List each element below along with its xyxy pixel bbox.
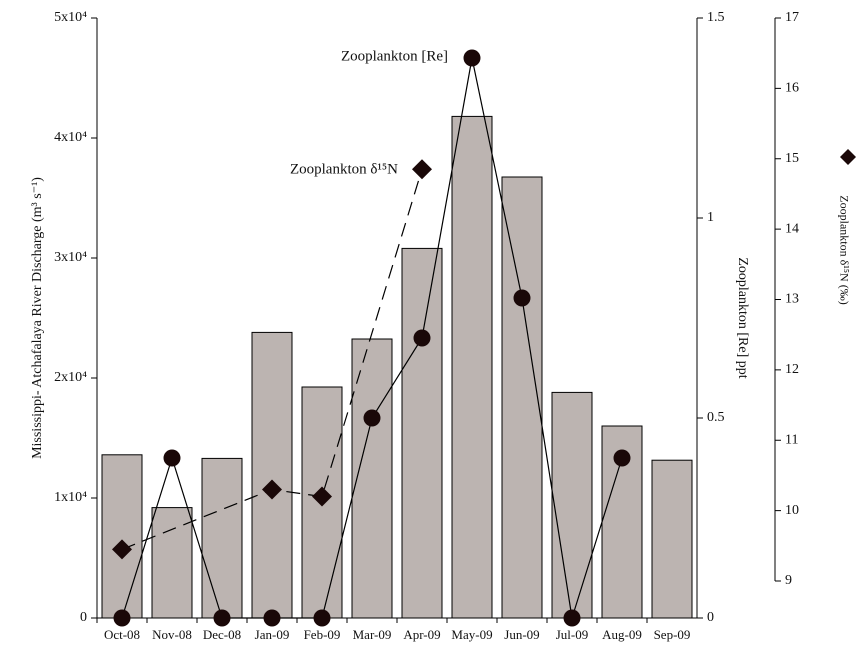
y2-tick-label: 1.5 (707, 10, 725, 25)
bar (201, 457, 243, 619)
x-tick-label: May-09 (451, 627, 492, 642)
bar (501, 176, 543, 619)
x-tick-label: Oct-08 (104, 627, 140, 642)
y-tick-label: 3x10⁴ (54, 250, 87, 265)
y2-tick-label: 0 (707, 610, 714, 625)
x-tick-label: Aug-09 (602, 627, 642, 642)
point (412, 159, 432, 180)
bar (451, 115, 493, 619)
y3-tick-label: 12 (785, 362, 799, 377)
x-tick-label: Sep-09 (654, 627, 691, 642)
line (121, 169, 423, 550)
bar (151, 507, 193, 619)
point (313, 609, 331, 627)
y3-tick-label: 13 (785, 292, 799, 307)
x-tick-label: Feb-09 (304, 627, 341, 642)
y3-tick-label: 15 (785, 151, 799, 166)
point (312, 486, 332, 507)
y3-tick-label: 14 (785, 221, 799, 236)
y3-axis-title: Zooplankton δ¹⁵N (‰) (837, 195, 851, 304)
y3-tick-label: 10 (785, 503, 799, 518)
x-tick-label: Nov-08 (152, 627, 192, 642)
y-tick-label: 5x10⁴ (54, 10, 87, 25)
y-axis-title: Mississippi- Atchafalaya River Discharge… (30, 177, 45, 459)
point (613, 449, 631, 467)
legend-marker (840, 149, 856, 165)
y-tick-label: 1x10⁴ (54, 490, 87, 505)
y3-tick-label: 9 (785, 573, 792, 588)
point (213, 609, 231, 627)
y2-tick-label: 1 (707, 210, 714, 225)
y2-tick-label: 0.5 (707, 410, 725, 425)
x-tick-label: Jun-09 (504, 627, 539, 642)
point (413, 329, 431, 347)
point (463, 49, 481, 67)
bar (251, 331, 293, 619)
y3-tick-label: 17 (785, 10, 799, 25)
x-tick-label: Dec-08 (203, 627, 241, 642)
point (363, 409, 381, 427)
bar (101, 454, 143, 619)
y2-axis-title: Zooplankton [Re] ppt (735, 257, 750, 378)
point (563, 609, 581, 627)
point (113, 609, 131, 627)
x-tick-label: Apr-09 (403, 627, 440, 642)
bar (351, 338, 393, 619)
annotation: Zooplankton δ¹⁵N (290, 161, 398, 177)
annotation: Zooplankton [Re] (341, 48, 448, 64)
x-tick-label: Jul-09 (556, 627, 589, 642)
y3-tick-label: 16 (785, 81, 799, 96)
bar (401, 247, 443, 619)
point (163, 449, 181, 467)
x-tick-label: Jan-09 (255, 627, 290, 642)
point (112, 539, 132, 560)
point (513, 289, 531, 307)
point (262, 479, 282, 500)
y-tick-label: 0 (80, 610, 87, 625)
bar (651, 459, 693, 619)
point (263, 609, 281, 627)
y-tick-label: 2x10⁴ (54, 370, 87, 385)
bar (551, 391, 593, 619)
y-tick-label: 4x10⁴ (54, 130, 87, 145)
y3-tick-label: 11 (785, 432, 798, 447)
x-tick-label: Mar-09 (353, 627, 392, 642)
